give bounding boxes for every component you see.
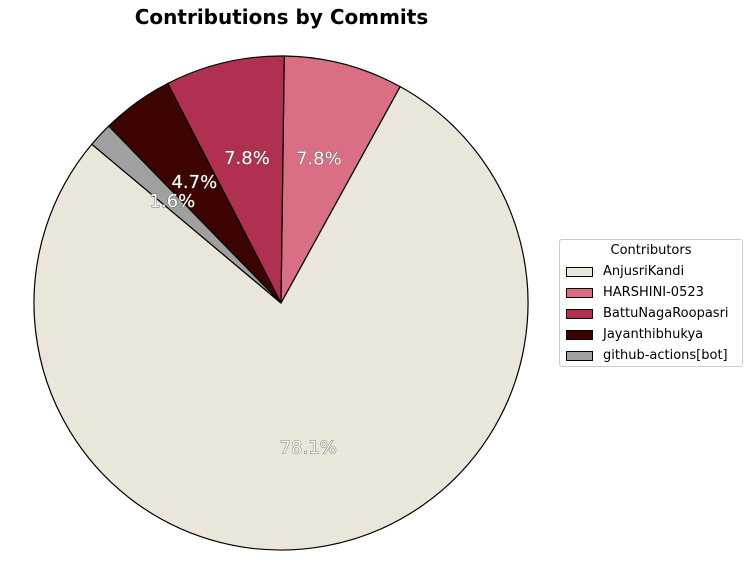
legend-swatch [566, 266, 593, 277]
pie-slice-1 [33, 85, 529, 551]
legend-item-2: HARSHINI-0523 [566, 282, 736, 303]
legend-title: Contributors [610, 243, 692, 258]
pie-slice-3 [166, 55, 285, 304]
legend-swatch [566, 308, 593, 319]
legend-label: HARSHINI-0523 [603, 285, 704, 300]
slice-label-1: 78.1% [280, 438, 337, 459]
legend: Contributors AnjusriKandi HARSHINI-0523 Ba… [559, 239, 743, 367]
legend-item-4: Jayanthibhukya [566, 324, 736, 345]
slice-label-4: 4.7% [171, 172, 217, 193]
legend-item-5: github-actions[bot] [566, 345, 736, 366]
legend-label: github-actions[bot] [603, 348, 728, 363]
legend-item-3: BattuNagaRoopasri [566, 303, 736, 324]
pie-slice-5 [90, 125, 282, 304]
legend-swatch [566, 329, 593, 340]
legend-label: BattuNagaRoopasri [603, 306, 729, 321]
slice-label-5: 1.6% [150, 191, 196, 212]
slice-label-2: 7.8% [296, 149, 342, 170]
legend-swatch [566, 287, 593, 298]
chart-title: Contributions by Commits [134, 5, 429, 29]
legend-item-1: AnjusriKandi [566, 261, 736, 282]
legend-label: AnjusriKandi [603, 264, 685, 279]
legend-label: Jayanthibhukya [603, 327, 704, 342]
pie-slice-2 [280, 55, 401, 304]
legend-swatch [566, 350, 593, 361]
slice-label-3: 7.8% [224, 148, 270, 169]
